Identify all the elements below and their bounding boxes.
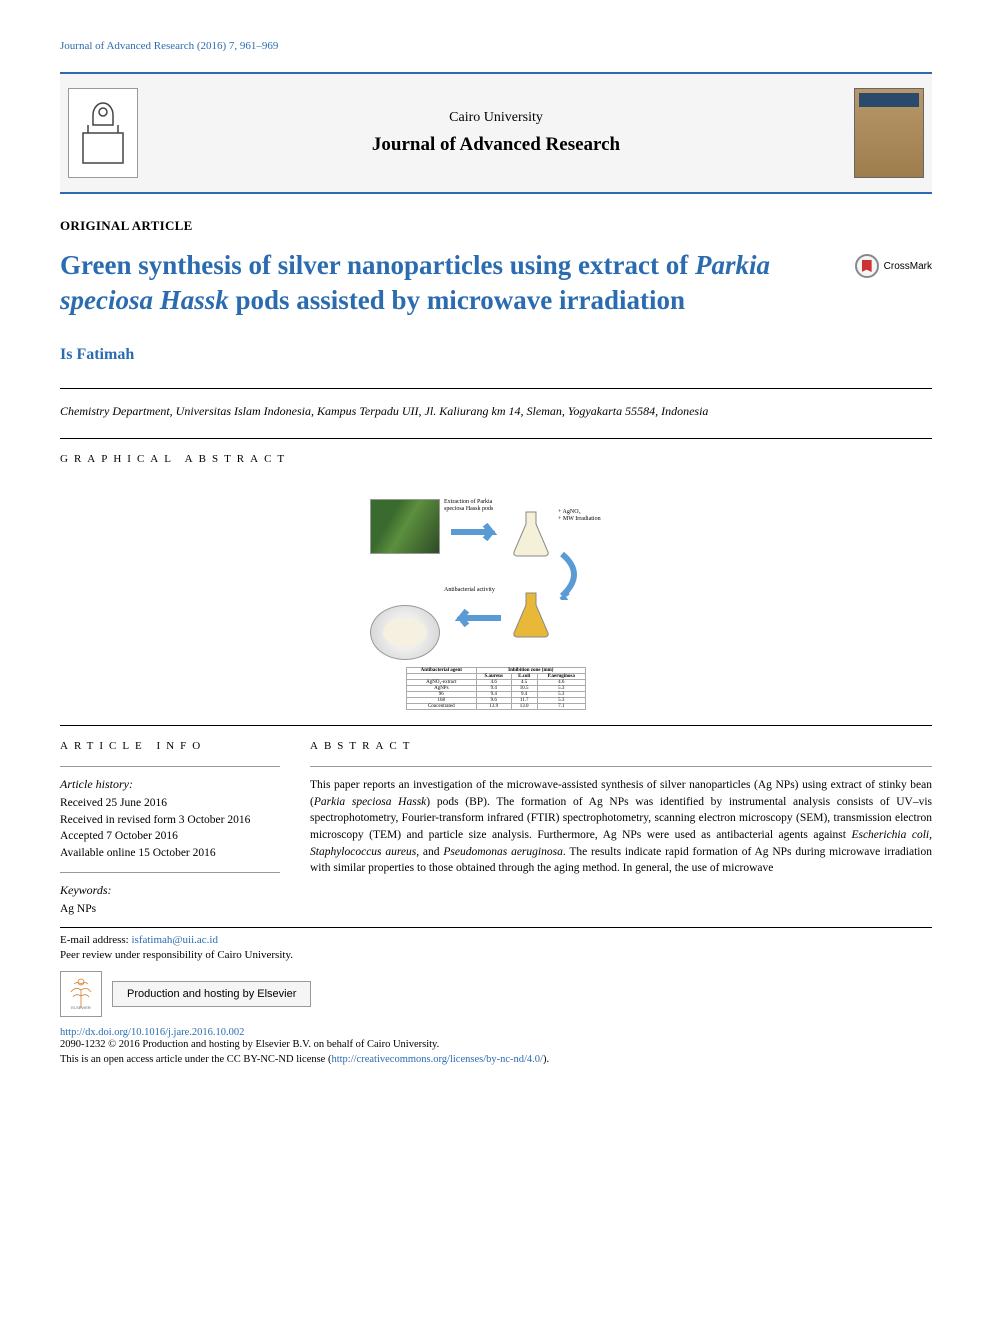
ga-arrow-1 xyxy=(451,523,501,541)
ga-petri-image xyxy=(370,605,440,660)
rule xyxy=(60,766,280,767)
ga-label-agno3: + AgNO₃ + MW Irradiation xyxy=(558,509,618,523)
svg-text:ELSEVIER: ELSEVIER xyxy=(71,1005,91,1010)
title-text-2: pods assisted by microwave irradiation xyxy=(229,285,685,315)
ga-pods-image xyxy=(370,499,440,554)
rule xyxy=(60,438,932,439)
masthead-journal-title: Journal of Advanced Research xyxy=(152,134,840,156)
abstract-heading: ABSTRACT xyxy=(310,740,932,752)
article-type: ORIGINAL ARTICLE xyxy=(60,218,932,234)
rule xyxy=(60,872,280,873)
history-accepted: Accepted 7 October 2016 xyxy=(60,828,280,845)
table-row: AgNO₃-extract4.64.54.6 xyxy=(407,679,586,685)
title-text-1: Green synthesis of silver nanoparticles … xyxy=(60,250,695,280)
keywords-label: Keywords: xyxy=(60,883,280,898)
ga-flask-agnp xyxy=(511,590,551,640)
masthead: Cairo University Journal of Advanced Res… xyxy=(60,72,932,194)
masthead-university: Cairo University xyxy=(152,110,840,126)
running-header: Journal of Advanced Research (2016) 7, 9… xyxy=(60,40,932,52)
ga-label-extraction: Extraction of Parkia speciosa Hassk pods xyxy=(444,499,499,513)
article-title: Green synthesis of silver nanoparticles … xyxy=(60,248,839,318)
ga-flask-extract xyxy=(511,509,551,559)
keyword: Ag NPs xyxy=(60,901,280,918)
peer-review-note: Peer review under responsibility of Cair… xyxy=(60,949,932,961)
author-name: Is Fatimah xyxy=(60,346,932,364)
journal-cover-thumbnail xyxy=(854,88,924,178)
rule xyxy=(60,388,932,389)
history-revised: Received in revised form 3 October 2016 xyxy=(60,812,280,829)
crossmark-icon xyxy=(855,254,879,278)
email-label: E-mail address: xyxy=(60,934,131,946)
cairo-university-logo xyxy=(68,88,138,178)
graphical-abstract-heading: GRAPHICAL ABSTRACT xyxy=(60,453,932,465)
footer: E-mail address: isfatimah@uii.ac.id Peer… xyxy=(60,927,932,1067)
abstract-text: This paper reports an investigation of t… xyxy=(310,777,932,877)
history-online: Available online 15 October 2016 xyxy=(60,845,280,862)
ga-data-table: Antibacterial agentInhibition zone (mm) … xyxy=(406,667,586,710)
copyright-line-1: 2090-1232 © 2016 Production and hosting … xyxy=(60,1038,932,1053)
article-history-label: Article history: xyxy=(60,777,280,792)
doi-link[interactable]: http://dx.doi.org/10.1016/j.jare.2016.10… xyxy=(60,1027,244,1038)
crossmark-button[interactable]: CrossMark xyxy=(855,254,932,278)
article-info-heading: ARTICLE INFO xyxy=(60,740,280,752)
author-affiliation: Chemistry Department, Universitas Islam … xyxy=(60,403,932,420)
license-text-end: ). xyxy=(543,1054,549,1065)
table-row: Concentrated13.913.07.1 xyxy=(407,703,586,709)
crossmark-label: CrossMark xyxy=(884,261,932,272)
ga-label-antibacterial: Antibacterial activity xyxy=(444,587,499,594)
elsevier-logo: ELSEVIER xyxy=(60,971,102,1017)
license-link[interactable]: http://creativecommons.org/licenses/by-n… xyxy=(331,1054,543,1065)
license-text: This is an open access article under the… xyxy=(60,1054,331,1065)
ga-arrow-2 xyxy=(451,609,501,627)
ga-arrow-curved xyxy=(556,550,590,600)
graphical-abstract: Extraction of Parkia speciosa Hassk pods… xyxy=(60,479,932,725)
history-received: Received 25 June 2016 xyxy=(60,795,280,812)
production-hosting-label: Production and hosting by Elsevier xyxy=(112,981,311,1007)
table-row: AgNPs9.410.55.3 xyxy=(407,685,586,691)
author-email-link[interactable]: isfatimah@uii.ac.id xyxy=(131,934,218,946)
rule xyxy=(310,766,932,767)
